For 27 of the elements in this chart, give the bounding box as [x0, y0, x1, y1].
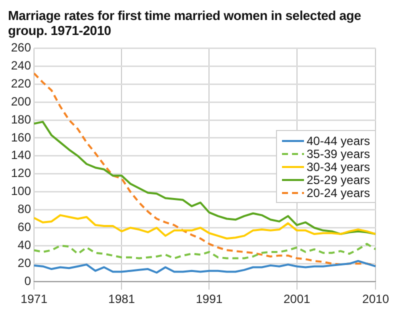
y-tick-label: 180 — [10, 112, 32, 126]
x-tick-label: 2010 — [362, 292, 390, 306]
legend-label: 30-34 years — [306, 160, 370, 174]
x-tick-label: 1991 — [196, 292, 223, 306]
legend-label: 40-44 years — [306, 134, 370, 148]
y-tick-label: 0 — [24, 274, 32, 288]
y-tick-label: 40 — [18, 238, 32, 252]
x-tick-label: 1971 — [20, 292, 48, 306]
y-tick-label: 100 — [10, 184, 32, 198]
y-tick-label: 60 — [18, 220, 32, 234]
legend-label: 35-39 years — [306, 146, 370, 160]
line-series — [34, 72, 376, 266]
y-tick-label: 80 — [18, 202, 32, 216]
y-tick-label: 220 — [10, 76, 32, 90]
chart-title: Marriage rates for first time married women in selected age group. 1971-2010 — [8, 8, 362, 38]
y-tick-label: 20 — [18, 256, 32, 270]
legend-label: 20-24 years — [306, 186, 370, 200]
y-tick-label: 140 — [10, 148, 32, 162]
y-tick-label: 160 — [10, 130, 32, 144]
y-tick-label: 240 — [10, 58, 32, 72]
x-tick-label: 2001 — [283, 292, 310, 306]
y-tick-label: 120 — [10, 166, 32, 180]
y-tick-label: 200 — [10, 94, 32, 108]
x-tick-label: 1981 — [108, 292, 136, 306]
y-tick-label: 260 — [10, 40, 32, 55]
legend-label: 25-29 years — [306, 172, 370, 186]
line-series — [34, 242, 376, 260]
